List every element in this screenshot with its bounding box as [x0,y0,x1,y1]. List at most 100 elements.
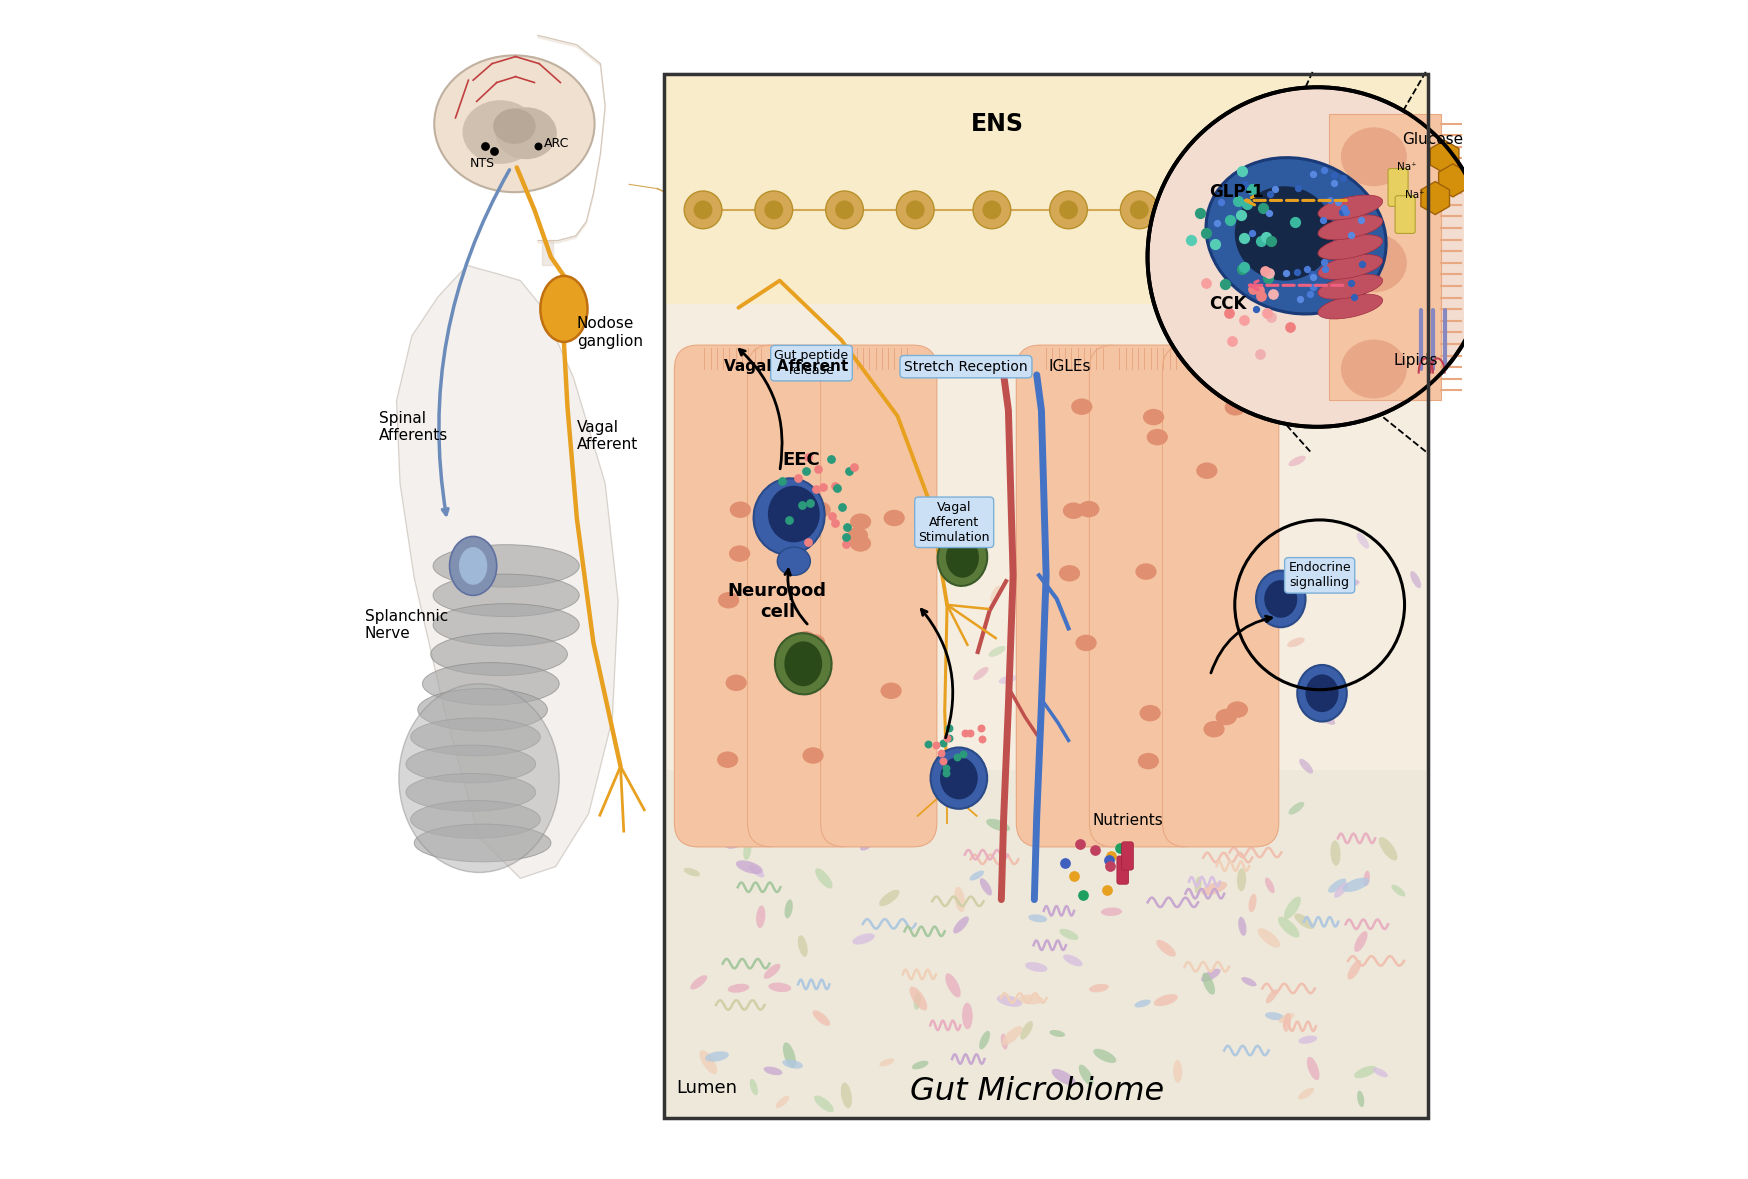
Ellipse shape [1101,908,1122,916]
Text: Spinal
Afferents: Spinal Afferents [379,410,447,443]
Text: CCK: CCK [1210,295,1246,314]
Ellipse shape [905,200,925,219]
Ellipse shape [1059,200,1079,219]
Ellipse shape [850,535,871,552]
Ellipse shape [802,747,823,764]
Ellipse shape [764,963,781,979]
Ellipse shape [1203,720,1225,737]
Point [1257,308,1285,327]
FancyBboxPatch shape [1162,345,1280,847]
Point [1294,259,1321,278]
Circle shape [1120,191,1159,229]
Ellipse shape [1318,275,1383,299]
Circle shape [1049,191,1087,229]
Point [1250,199,1278,218]
Point [1246,231,1274,250]
FancyBboxPatch shape [664,770,1428,1118]
Ellipse shape [1063,502,1084,519]
Ellipse shape [750,1079,759,1095]
Text: Neuropod
cell: Neuropod cell [727,582,827,620]
Ellipse shape [813,1010,830,1026]
Ellipse shape [1283,1013,1292,1032]
Ellipse shape [914,993,921,1010]
Ellipse shape [1299,1035,1318,1043]
Ellipse shape [449,536,496,595]
Circle shape [755,191,792,229]
Ellipse shape [788,651,809,667]
Point [794,533,822,552]
FancyBboxPatch shape [1328,114,1440,400]
Ellipse shape [1318,294,1383,320]
Ellipse shape [1023,731,1031,750]
Ellipse shape [1257,299,1294,344]
Point [933,729,961,747]
Ellipse shape [974,667,989,680]
Point [1285,178,1313,197]
Ellipse shape [1288,456,1306,466]
Ellipse shape [1379,837,1397,861]
Point [1299,277,1327,296]
Text: Vagal Afferent: Vagal Afferent [724,360,848,374]
Text: NO release: NO release [1222,230,1299,244]
Ellipse shape [717,751,738,768]
Ellipse shape [434,604,579,646]
Ellipse shape [434,545,579,587]
Ellipse shape [879,890,900,907]
Text: Glucose: Glucose [1402,132,1463,146]
Text: ARC: ARC [544,137,570,151]
Ellipse shape [982,200,1002,219]
Point [834,462,862,481]
Text: Lumen: Lumen [676,1079,738,1098]
Point [1311,160,1339,179]
Point [1281,212,1309,231]
Ellipse shape [1250,291,1301,353]
Ellipse shape [1079,1065,1094,1086]
Ellipse shape [795,631,816,647]
Text: Vagal
Afferent
Stimulation: Vagal Afferent Stimulation [918,501,989,544]
Ellipse shape [1355,931,1367,951]
Point [802,480,830,499]
Point [1255,263,1283,282]
Point [818,507,846,526]
Ellipse shape [1059,565,1080,581]
Ellipse shape [411,801,540,838]
Ellipse shape [718,592,739,608]
Ellipse shape [1215,709,1238,725]
Point [1246,344,1274,363]
Point [1215,210,1243,229]
Ellipse shape [1348,960,1362,980]
Point [785,469,813,488]
Text: Na⁺: Na⁺ [1405,190,1425,199]
Ellipse shape [423,663,559,705]
Ellipse shape [774,633,832,694]
Ellipse shape [460,547,488,585]
Ellipse shape [1395,200,1414,219]
Point [1098,847,1126,865]
Ellipse shape [1266,877,1274,894]
Ellipse shape [1225,399,1246,415]
Point [1208,192,1236,211]
Ellipse shape [940,757,977,799]
Ellipse shape [1321,558,1339,569]
Ellipse shape [1028,915,1047,922]
FancyBboxPatch shape [1089,345,1206,847]
Point [1080,841,1108,859]
Ellipse shape [406,773,535,811]
Circle shape [974,191,1010,229]
Text: Na⁺: Na⁺ [1397,163,1418,172]
Ellipse shape [909,987,926,1010]
Point [794,448,822,467]
Point [827,498,855,516]
Point [1245,281,1273,299]
Ellipse shape [1264,580,1297,618]
Ellipse shape [1238,868,1246,891]
Point [776,511,804,529]
Circle shape [683,191,722,229]
Ellipse shape [1342,877,1369,893]
Point [1276,318,1304,337]
Ellipse shape [1075,634,1096,651]
Ellipse shape [986,818,1010,831]
Point [1252,262,1280,281]
Point [1232,195,1260,213]
Ellipse shape [1318,195,1383,220]
